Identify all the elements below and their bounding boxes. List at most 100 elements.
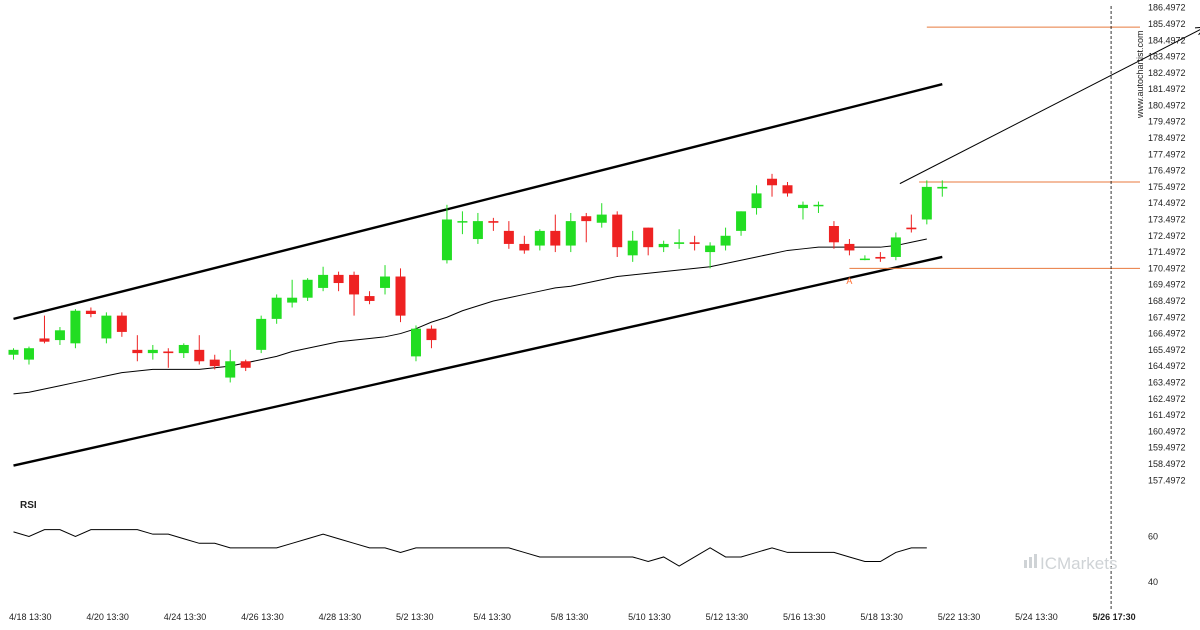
- y-tick-label: 171.4972: [1148, 247, 1186, 257]
- brand-logo: ICMarkets: [1024, 554, 1117, 573]
- candle-body: [457, 221, 468, 223]
- x-tick-label: 4/18 13:30: [9, 612, 52, 622]
- candle: [488, 217, 499, 231]
- x-tick-label: 5/24 13:30: [1015, 612, 1058, 622]
- candle: [302, 278, 313, 301]
- candle-body: [596, 214, 607, 223]
- candle: [163, 348, 174, 368]
- candle-body: [287, 297, 298, 303]
- y-tick-label: 169.4972: [1148, 280, 1186, 290]
- candle: [209, 354, 220, 370]
- x-tick-label: 5/16 13:30: [783, 612, 826, 622]
- candle-body: [39, 338, 50, 342]
- candle-body: [271, 297, 282, 319]
- candle-body: [906, 227, 917, 230]
- candle: [410, 325, 421, 362]
- candle: [457, 211, 468, 235]
- x-axis: 4/18 13:30 4/20 13:30 4/24 13:30 4/26 13:30…: [9, 612, 1136, 622]
- candle-body: [163, 351, 174, 354]
- candle-body: [178, 344, 189, 354]
- candle: [225, 349, 236, 383]
- y-tick-label: 163.4972: [1148, 377, 1186, 387]
- candle: [674, 229, 685, 249]
- y-tick-label: 157.4972: [1148, 475, 1186, 485]
- candle: [736, 211, 747, 236]
- candle-body: [472, 221, 483, 240]
- candle: [550, 214, 561, 253]
- price-plot: A: [8, 6, 1200, 610]
- candle: [39, 315, 50, 344]
- y-tick-label: 176.4972: [1148, 166, 1186, 176]
- candle: [70, 309, 81, 349]
- candle-body: [751, 193, 762, 209]
- candle: [441, 204, 452, 264]
- x-tick-label: 4/26 13:30: [241, 612, 284, 622]
- y-tick-label: 182.4972: [1148, 68, 1186, 78]
- candle: [797, 201, 808, 220]
- candle-body: [612, 214, 623, 248]
- candle: [627, 230, 638, 262]
- candle: [178, 343, 189, 358]
- candle: [643, 227, 654, 256]
- candle-body: [767, 178, 778, 186]
- candle-body: [410, 328, 421, 357]
- candle: [921, 180, 932, 225]
- candle-body: [937, 186, 948, 189]
- candle: [349, 271, 360, 316]
- candle: [519, 235, 530, 254]
- y-tick-label: 160.4972: [1148, 426, 1186, 436]
- candle-body: [225, 361, 236, 378]
- y-tick-label: 161.4972: [1148, 410, 1186, 420]
- candle: [23, 346, 34, 365]
- candle-body: [627, 240, 638, 256]
- candle: [318, 266, 329, 292]
- moving-average-line: [13, 238, 927, 395]
- candle-body: [797, 204, 808, 209]
- candle: [333, 271, 344, 292]
- brand-bar-icon: [1029, 557, 1032, 568]
- x-tick-label: 5/18 13:30: [860, 612, 903, 622]
- candle-body: [705, 245, 716, 253]
- rsi-line: [13, 529, 927, 567]
- candle: [689, 235, 700, 251]
- candle-body: [828, 226, 839, 243]
- x-tick-label: 5/4 13:30: [473, 612, 511, 622]
- candle: [85, 307, 96, 318]
- y-tick-label: 183.4972: [1148, 52, 1186, 62]
- candle: [534, 229, 545, 251]
- rsi-tick-label: 60: [1148, 531, 1158, 541]
- candle-body: [643, 227, 654, 248]
- candle-body: [689, 242, 700, 244]
- y-tick-label: 167.4972: [1148, 312, 1186, 322]
- candle-body: [302, 279, 313, 298]
- y-tick-label: 162.4972: [1148, 394, 1186, 404]
- x-tick-label: 5/22 13:30: [938, 612, 981, 622]
- candle-body: [147, 349, 158, 354]
- y-tick-label: 165.4972: [1148, 345, 1186, 355]
- candle-body: [890, 237, 901, 257]
- candle: [240, 359, 251, 372]
- candle: [472, 212, 483, 244]
- candle-body: [658, 243, 669, 248]
- rsi-plot: [13, 529, 927, 567]
- brand-bar-icon: [1034, 554, 1037, 568]
- y-tick-label: 164.4972: [1148, 361, 1186, 371]
- candle-body: [441, 219, 452, 261]
- rsi-tick-label: 40: [1148, 577, 1158, 587]
- candle: [565, 212, 576, 253]
- y-tick-label: 173.4972: [1148, 215, 1186, 225]
- candle-body: [364, 296, 375, 301]
- y-tick-label: 186.4972: [1148, 3, 1186, 13]
- candle-body: [534, 230, 545, 246]
- channel-upper-line: [13, 83, 943, 321]
- candle: [720, 227, 731, 251]
- candle: [906, 214, 917, 233]
- watermark: www.autochartist.com: [1135, 30, 1145, 119]
- candle-body: [519, 243, 530, 251]
- candle-body: [921, 186, 932, 220]
- candle: [844, 239, 855, 256]
- y-tick-label: 181.4972: [1148, 84, 1186, 94]
- pattern-point-label: A: [846, 276, 852, 286]
- y-tick-label: 180.4972: [1148, 100, 1186, 110]
